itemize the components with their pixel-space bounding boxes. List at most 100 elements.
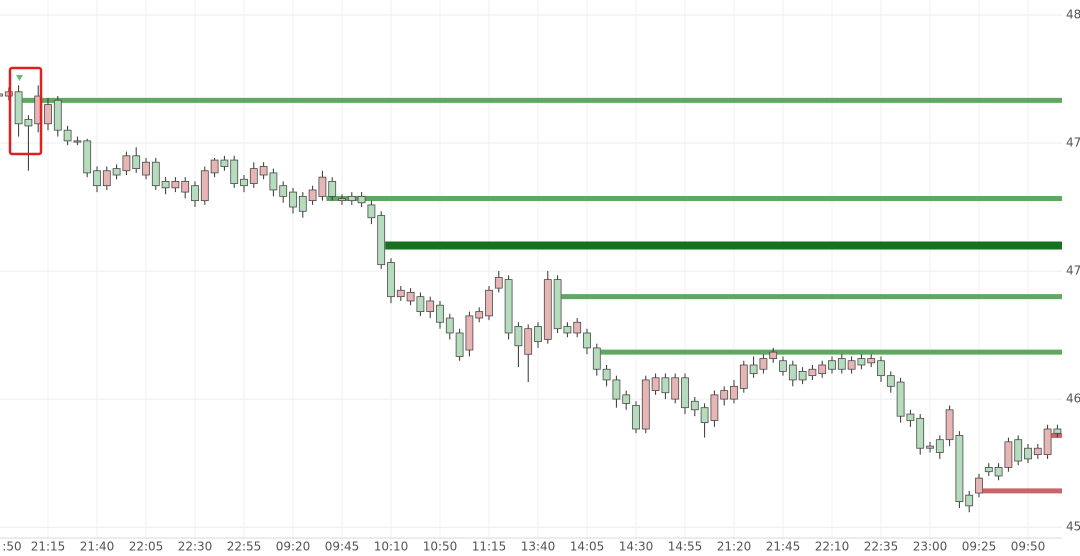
- candle-body: [788, 364, 797, 381]
- candle-body: [63, 129, 72, 142]
- candle-body: [906, 413, 915, 421]
- candle-body: [808, 368, 817, 377]
- candle-body: [357, 195, 366, 204]
- candle-body: [210, 159, 219, 174]
- candle-body: [347, 195, 356, 202]
- candle-body: [93, 170, 101, 187]
- signal-marker: [16, 75, 23, 81]
- candle-body: [83, 140, 92, 174]
- candle-body: [161, 181, 170, 189]
- x-tick-label: 21:15: [31, 540, 66, 554]
- candle-body: [465, 315, 474, 351]
- candle-body: [396, 289, 405, 298]
- candle-body: [700, 407, 709, 424]
- candle-body: [1014, 439, 1023, 462]
- candle-body: [387, 262, 395, 298]
- candle-body: [191, 185, 199, 202]
- candle-body: [926, 445, 934, 449]
- candle-body: [1004, 441, 1013, 468]
- candle-body: [553, 279, 562, 330]
- candles: [0, 85, 1062, 513]
- x-tick-label: 21:40: [80, 540, 115, 554]
- candle-body: [1053, 428, 1062, 434]
- candle-body: [622, 394, 631, 404]
- candle-body: [279, 185, 288, 197]
- candle-body: [720, 390, 729, 400]
- y-tick-label: 45: [1066, 520, 1080, 534]
- x-tick-label: 22:10: [815, 540, 850, 554]
- candle-body: [886, 375, 895, 387]
- candle-body: [132, 155, 141, 170]
- candle-body: [1024, 447, 1032, 460]
- candle-body: [994, 467, 1003, 477]
- x-tick-label: 10:50: [423, 540, 458, 554]
- candle-body: [641, 379, 650, 430]
- candle-body: [534, 326, 542, 342]
- levels: [22, 97, 1062, 494]
- candle-body: [710, 394, 719, 421]
- x-tick-label: 14:30: [619, 540, 654, 554]
- candle-body: [298, 195, 307, 212]
- y-tick-label: 47(: [1066, 264, 1080, 278]
- candle-body: [200, 170, 209, 202]
- x-tick-label: 22:55: [227, 540, 262, 554]
- candle-body: [612, 379, 621, 400]
- candle-body: [759, 358, 768, 370]
- candle-body: [984, 467, 993, 473]
- candle-body: [798, 370, 807, 381]
- candle-body: [240, 178, 248, 187]
- x-tick-label: 10:10: [374, 540, 409, 554]
- candle-body: [935, 439, 944, 453]
- candle-body: [426, 300, 435, 313]
- candle-body: [112, 168, 121, 176]
- x-tick-label: 22:05: [129, 540, 164, 554]
- candle-body: [436, 304, 444, 323]
- candle-body: [1043, 428, 1052, 456]
- candle-body: [955, 435, 964, 502]
- candle-body: [916, 417, 925, 449]
- candle-body: [494, 277, 503, 289]
- candle-body: [563, 326, 572, 334]
- candle-body: [632, 405, 640, 430]
- candle-body: [975, 477, 983, 494]
- candle-body: [671, 377, 680, 400]
- x-tick-label: 22:35: [864, 540, 899, 554]
- candle-body: [651, 377, 660, 391]
- x-tick-label: 14:55: [668, 540, 703, 554]
- candle-body: [377, 215, 386, 266]
- x-tick-label: 21:20: [717, 540, 752, 554]
- candle-body: [318, 176, 327, 197]
- x-tick-label: 11:15: [472, 540, 507, 554]
- candle-body: [102, 170, 111, 187]
- candle-body: [543, 279, 552, 340]
- candle-body: [406, 292, 415, 302]
- candle-body: [514, 326, 523, 347]
- candle-body: [1033, 447, 1042, 456]
- candle-body: [857, 358, 866, 366]
- candle-body: [524, 328, 533, 355]
- x-tick-label: 14:05: [570, 540, 605, 554]
- x-tick-label: 09:25: [962, 540, 997, 554]
- candle-body: [867, 358, 876, 364]
- candle-body: [681, 377, 689, 409]
- candle-body: [504, 279, 513, 334]
- candle-body: [877, 360, 885, 377]
- x-tick-label: 21:45: [766, 540, 801, 554]
- candle-body: [171, 181, 180, 189]
- x-tick-label: 22:30: [178, 540, 213, 554]
- candle-body: [142, 161, 150, 176]
- candle-body: [690, 400, 699, 411]
- x-tick-label: 13:40: [521, 540, 556, 554]
- candle-body: [475, 311, 484, 319]
- candle-body: [230, 159, 239, 184]
- candle-body: [338, 198, 346, 202]
- candle-body: [828, 360, 836, 370]
- candle-body: [661, 377, 670, 394]
- candle-body: [485, 289, 493, 317]
- candle-body: [14, 91, 23, 125]
- labels: 48 47 47(46 45:50 21:15 21:40 22:05 22:30 22:55 0…: [2, 7, 1080, 553]
- x-tick-label: 09:20: [276, 540, 311, 554]
- candle-body: [24, 119, 33, 127]
